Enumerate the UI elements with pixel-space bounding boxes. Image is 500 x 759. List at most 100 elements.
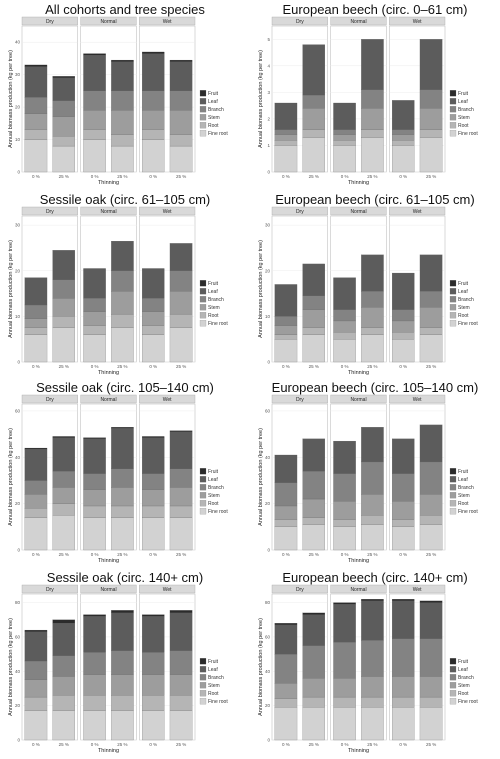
x-tick-label: 25 % bbox=[117, 174, 127, 179]
bar-segment-branch bbox=[111, 270, 134, 292]
bar-segment-fine-root bbox=[302, 137, 325, 173]
legend-label: Fine root bbox=[458, 131, 478, 137]
y-tick-label: 20 bbox=[15, 703, 21, 708]
legend-key bbox=[199, 288, 207, 295]
bar-segment-leaf bbox=[142, 268, 165, 299]
legend-label: Leaf bbox=[458, 667, 468, 673]
bar-segment-fruit bbox=[52, 436, 75, 438]
legend-label: Branch bbox=[208, 107, 224, 113]
bar-segment-stem bbox=[274, 134, 298, 141]
legend-key bbox=[449, 468, 457, 475]
bar-segment-root bbox=[302, 517, 325, 525]
legend-label: Leaf bbox=[458, 289, 468, 295]
facet-strip bbox=[21, 394, 78, 404]
facet-label: Dry bbox=[296, 397, 304, 403]
bar-segment-root bbox=[111, 313, 134, 328]
facet-strip bbox=[330, 16, 387, 26]
bar-segment-fruit bbox=[83, 614, 106, 617]
legend-label: Leaf bbox=[458, 99, 468, 105]
bar-segment-branch bbox=[419, 461, 443, 495]
legend-key bbox=[449, 288, 457, 295]
bar-segment-branch bbox=[392, 129, 415, 135]
legend-key bbox=[449, 500, 457, 507]
y-tick-label: 40 bbox=[15, 40, 21, 45]
bar-segment-fruit bbox=[142, 51, 165, 54]
bar-segment-leaf bbox=[52, 250, 75, 280]
x-tick-label: 25 % bbox=[117, 364, 127, 369]
x-tick-label: 25 % bbox=[309, 742, 319, 747]
bar-segment-fine-root bbox=[361, 137, 384, 173]
chart-title: European beech (circ. 0–61 cm) bbox=[283, 2, 468, 17]
bar-segment-fine-root bbox=[83, 334, 106, 363]
x-tick-label: 0 % bbox=[32, 364, 40, 369]
y-tick-label: 1 bbox=[267, 143, 270, 148]
legend-key bbox=[199, 484, 207, 491]
bar-segment-leaf bbox=[24, 277, 48, 306]
bar-segment-branch bbox=[142, 90, 165, 111]
bar-segment-branch bbox=[392, 473, 415, 502]
bar-segment-branch bbox=[169, 90, 193, 111]
x-tick-label: 25 % bbox=[426, 742, 436, 747]
legend-label: Root bbox=[458, 313, 469, 319]
bar-segment-fine-root bbox=[52, 327, 75, 363]
legend-label: Leaf bbox=[208, 289, 218, 295]
y-tick-label: 0 bbox=[267, 170, 270, 175]
bar-segment-root bbox=[419, 696, 443, 708]
y-tick-label: 40 bbox=[265, 669, 271, 674]
bar-segment-fine-root bbox=[392, 526, 415, 551]
y-tick-label: 80 bbox=[15, 600, 21, 605]
legend-label: Fine root bbox=[208, 131, 228, 137]
x-tick-label: 25 % bbox=[367, 552, 377, 557]
legend-key bbox=[449, 130, 457, 137]
legend-label: Stem bbox=[458, 493, 470, 499]
bar-segment-root bbox=[83, 695, 106, 711]
chart-panel: European beech (circ. 61–105 cm) 0 10 20 30 A… bbox=[258, 192, 478, 376]
bar-segment-fruit bbox=[24, 629, 48, 632]
x-tick-label: 0 % bbox=[149, 174, 157, 179]
bar-segment-fine-root bbox=[52, 515, 75, 551]
bar-segment-stem bbox=[52, 487, 75, 504]
facet-label: Wet bbox=[413, 587, 422, 593]
legend-label: Fruit bbox=[458, 659, 469, 665]
legend-key bbox=[449, 492, 457, 499]
legend-label: Stem bbox=[208, 493, 220, 499]
bar-segment-root bbox=[111, 505, 134, 518]
y-tick-label: 0 bbox=[17, 548, 20, 553]
y-tick-label: 60 bbox=[265, 634, 271, 639]
x-tick-label: 0 % bbox=[399, 364, 407, 369]
y-tick-label: 40 bbox=[265, 455, 271, 460]
legend-label: Root bbox=[208, 313, 219, 319]
facet-strip bbox=[21, 16, 78, 26]
bar-segment-root bbox=[83, 325, 106, 335]
bar-segment-root bbox=[142, 695, 165, 711]
bar-segment-fine-root bbox=[24, 139, 48, 173]
bar-segment-root bbox=[419, 129, 443, 138]
legend-key bbox=[449, 698, 457, 705]
bar-segment-root bbox=[142, 505, 165, 518]
bar-segment-branch bbox=[274, 654, 298, 684]
legend-label: Fine root bbox=[208, 509, 228, 515]
bar-segment-leaf bbox=[392, 100, 415, 130]
x-axis-title: Thinning bbox=[348, 558, 369, 564]
chart-title: Sessile oak (circ. 140+ cm) bbox=[47, 570, 203, 585]
bar-segment-branch bbox=[419, 291, 443, 308]
bar-segment-stem bbox=[419, 307, 443, 328]
facet-label: Wet bbox=[163, 209, 172, 215]
legend-label: Fruit bbox=[458, 91, 469, 97]
facet-label: Normal bbox=[350, 587, 366, 593]
bar-segment-fine-root bbox=[169, 710, 193, 741]
bar-segment-fine-root bbox=[83, 710, 106, 741]
bar-segment-fine-root bbox=[333, 526, 356, 551]
bar-segment-fine-root bbox=[419, 707, 443, 741]
x-tick-label: 25 % bbox=[367, 174, 377, 179]
bar-segment-fruit bbox=[83, 437, 106, 439]
x-tick-label: 25 % bbox=[176, 742, 186, 747]
bar-segment-branch bbox=[274, 129, 298, 135]
legend-label: Fruit bbox=[208, 469, 219, 475]
bar-segment-stem bbox=[24, 113, 48, 130]
facet-label: Normal bbox=[100, 209, 116, 215]
bar-segment-branch bbox=[302, 94, 325, 109]
bar-segment-leaf bbox=[274, 284, 298, 317]
bar-segment-leaf bbox=[302, 263, 325, 296]
bar-segment-stem bbox=[142, 489, 165, 507]
